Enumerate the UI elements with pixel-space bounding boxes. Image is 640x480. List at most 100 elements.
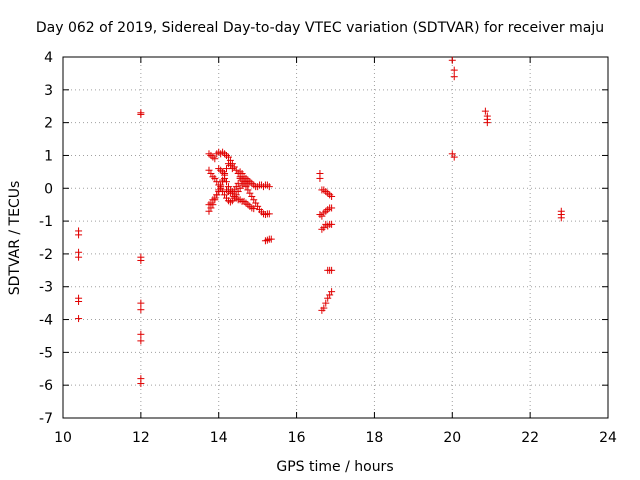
- data-point: [265, 183, 273, 191]
- data-point: [320, 209, 328, 217]
- data-point: [211, 196, 219, 204]
- data-point: [448, 150, 456, 158]
- data-point: [238, 170, 246, 178]
- data-point: [263, 181, 271, 189]
- data-point: [316, 211, 324, 219]
- x-tick-label: 16: [288, 430, 306, 446]
- data-point: [318, 212, 326, 220]
- data-point: [252, 199, 260, 207]
- data-point: [223, 151, 230, 159]
- chart-title: Day 062 of 2019, Sidereal Day-to-day VTE…: [36, 20, 604, 36]
- data-point: [230, 186, 238, 194]
- data-point: [137, 299, 145, 307]
- y-tick-label: -2: [39, 247, 53, 263]
- data-point: [226, 198, 234, 206]
- data-point: [328, 204, 336, 212]
- data-point: [226, 161, 234, 169]
- y-tick-label: 3: [44, 83, 53, 99]
- data-point: [228, 188, 236, 196]
- data-point: [232, 166, 240, 174]
- y-tick-label: 2: [44, 116, 53, 132]
- data-point: [326, 191, 334, 199]
- data-point: [137, 330, 145, 338]
- data-point: [226, 189, 234, 197]
- data-point: [137, 306, 145, 314]
- data-point: [328, 192, 336, 200]
- data-point: [328, 220, 336, 228]
- data-point: [236, 174, 244, 182]
- data-point: [211, 155, 219, 163]
- data-point: [223, 165, 230, 173]
- data-point: [320, 304, 328, 312]
- data-point: [324, 222, 332, 230]
- data-point: [230, 192, 238, 200]
- data-point: [236, 196, 244, 204]
- data-point: [316, 174, 324, 182]
- data-point: [75, 253, 83, 261]
- data-point: [448, 56, 456, 64]
- grid: [63, 57, 608, 418]
- data-point: [213, 191, 221, 199]
- x-tick-label: 20: [443, 430, 461, 446]
- data-point: [261, 237, 269, 245]
- data-point: [244, 181, 252, 189]
- y-tick-labels: -7 -6 -5 -4 -3 -2 -1 0 1 2 3 4: [39, 50, 53, 427]
- data-point: [205, 150, 213, 158]
- data-point: [557, 214, 565, 222]
- data-point: [324, 189, 332, 197]
- y-tick-label: -1: [39, 214, 53, 230]
- data-point: [320, 186, 328, 194]
- data-point: [324, 206, 332, 214]
- data-point: [207, 170, 215, 178]
- data-point: [267, 235, 275, 243]
- data-point: [75, 231, 83, 239]
- data-point: [481, 107, 489, 115]
- x-tick-labels: 10 12 14 16 18 20 22 24: [54, 430, 617, 446]
- data-point: [224, 153, 232, 161]
- data-point: [236, 184, 244, 192]
- data-point: [232, 183, 240, 191]
- data-point: [322, 299, 330, 307]
- data-point: [322, 207, 330, 215]
- data-point: [246, 189, 254, 197]
- x-tick-label: 14: [210, 430, 228, 446]
- data-point: [205, 207, 213, 215]
- data-point: [240, 197, 248, 205]
- data-point: [219, 168, 227, 176]
- data-point: [75, 315, 83, 323]
- data-point: [137, 110, 145, 118]
- y-tick-label: -6: [39, 378, 53, 394]
- data-point: [328, 266, 336, 274]
- x-tick-label: 10: [54, 430, 72, 446]
- data-point: [207, 151, 215, 159]
- data-point: [318, 225, 326, 233]
- x-tick-label: 12: [132, 430, 150, 446]
- data-point: [219, 176, 227, 184]
- data-point: [244, 201, 252, 209]
- data-point: [209, 201, 217, 209]
- y-tick-label: -5: [39, 345, 53, 361]
- data-point: [263, 236, 271, 244]
- data-point: [320, 224, 328, 232]
- y-tick-label: 1: [44, 148, 53, 164]
- data-point: [221, 191, 229, 199]
- x-tick-label: 24: [599, 430, 617, 446]
- data-point: [221, 150, 229, 158]
- data-point: [250, 205, 258, 213]
- data-point: [240, 173, 248, 181]
- axis-ticks: [62, 56, 609, 419]
- data-point: [328, 288, 336, 296]
- data-point: [207, 204, 215, 212]
- data-point: [137, 256, 145, 264]
- data-point: [75, 297, 83, 305]
- data-point: [215, 165, 223, 173]
- x-axis-label: GPS time / hours: [276, 459, 393, 475]
- data-point: [223, 186, 230, 194]
- data-point: [326, 291, 334, 299]
- data-point: [234, 179, 242, 187]
- data-point: [223, 178, 230, 186]
- data-point: [137, 380, 145, 388]
- data-point: [483, 119, 491, 127]
- data-point: [250, 196, 258, 204]
- y-tick-label: 0: [44, 181, 53, 197]
